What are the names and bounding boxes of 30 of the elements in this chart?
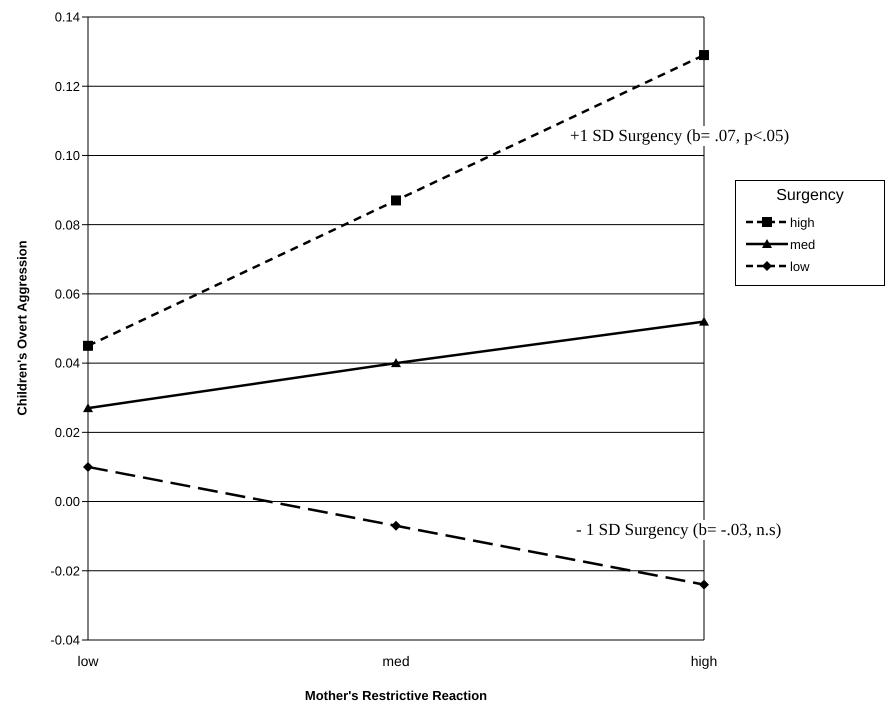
- point: [699, 316, 709, 326]
- point: [699, 580, 709, 590]
- legend-label: high: [790, 214, 815, 230]
- point: [83, 462, 93, 472]
- y-tick-label: 0.12: [54, 78, 80, 94]
- y-tick-label: 0.14: [54, 10, 80, 25]
- y-axis-title: Children's Overt Aggression: [14, 240, 30, 416]
- y-tick-label: 0.08: [54, 217, 80, 232]
- legend-label: med: [790, 236, 816, 252]
- x-tick-label: med: [382, 652, 410, 669]
- legend-label: low: [790, 258, 810, 274]
- point: [391, 520, 401, 531]
- y-tick-label: 0.10: [54, 148, 80, 164]
- point: [391, 358, 401, 368]
- y-tick-label: 0.02: [54, 424, 80, 440]
- y-tick-label: -0.02: [50, 563, 80, 578]
- y-tick-label: 0.06: [54, 286, 80, 302]
- annotation: - 1 SD Surgency (b= -.03, n.s): [574, 520, 784, 540]
- y-tick-label: 0.00: [54, 494, 80, 510]
- x-tick-label: high: [690, 652, 718, 669]
- x-tick-label: low: [77, 652, 100, 669]
- y-tick-label: 0.04: [54, 356, 80, 371]
- legend-title: Surgency: [775, 187, 845, 205]
- x-axis-title: Mother's Restrictive Reaction: [304, 688, 488, 702]
- point: [391, 195, 401, 206]
- point: [83, 340, 93, 351]
- point: [83, 403, 93, 412]
- point: [699, 50, 709, 60]
- y-tick-label: -0.04: [50, 632, 80, 648]
- annotation: +1 SD Surgency (b= .07, p<.05): [568, 126, 792, 146]
